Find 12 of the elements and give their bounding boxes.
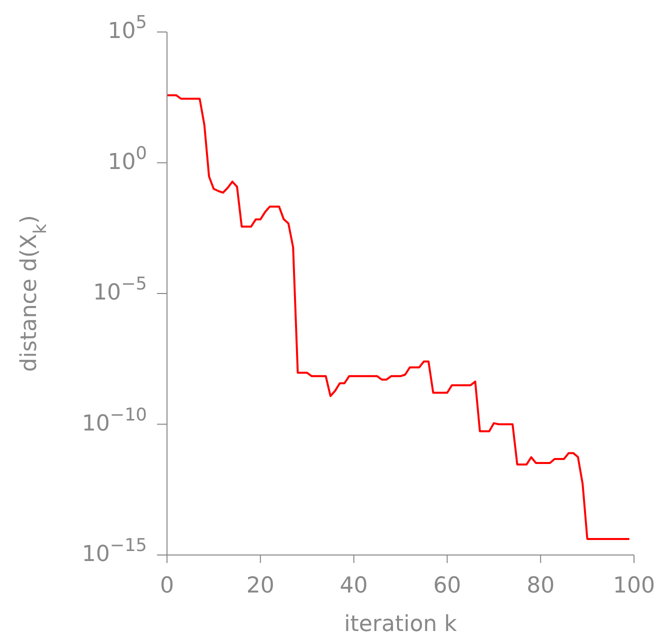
x-tick-label: 80	[526, 574, 555, 599]
y-tick-label: 10$^{0}$	[108, 144, 147, 175]
x-tick-label: 20	[246, 574, 274, 599]
x-tick-label: 0	[160, 574, 174, 599]
y-tick-label: 10$^{5}$	[108, 13, 147, 44]
y-tick-label: 10$^{−15}$	[82, 536, 147, 567]
x-tick-label: 60	[433, 574, 462, 599]
x-tick-label: 100	[613, 574, 655, 599]
y-tick-label: 10$^{−10}$	[82, 405, 147, 436]
x-tick-label: 40	[340, 574, 368, 599]
x-axis-title: iteration k	[344, 612, 458, 633]
y-tick-label: 10$^{−5}$	[93, 274, 147, 306]
